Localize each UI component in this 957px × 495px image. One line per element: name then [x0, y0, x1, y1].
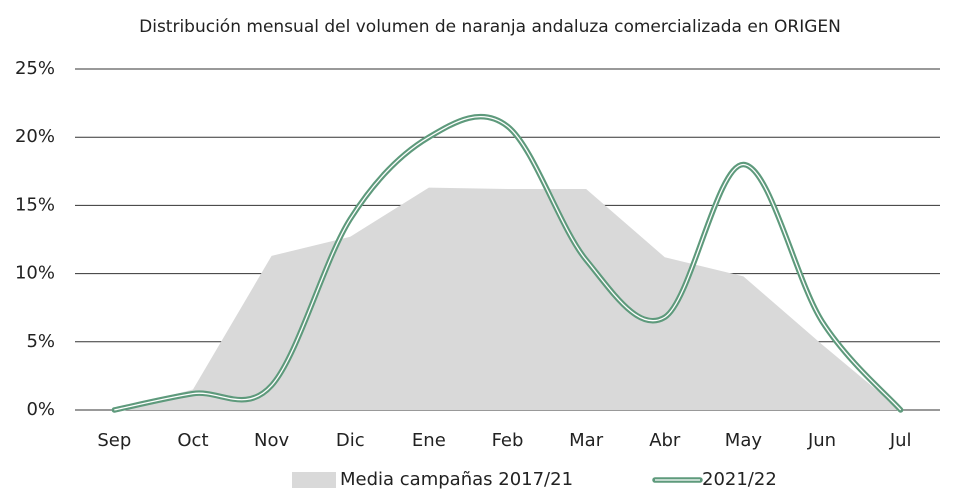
- x-tick-label: Jun: [807, 430, 836, 451]
- chart-title: Distribución mensual del volumen de nara…: [139, 17, 841, 37]
- x-tick-label: Feb: [492, 430, 524, 451]
- x-tick-label: Sep: [97, 430, 131, 451]
- y-tick-label: 5%: [26, 331, 55, 352]
- y-tick-label: 10%: [15, 263, 55, 284]
- x-tick-label: Nov: [254, 430, 289, 451]
- area: [114, 187, 901, 410]
- x-tick-label: Ene: [412, 430, 446, 451]
- line-inner: [114, 116, 902, 411]
- y-tick-label: 25%: [15, 58, 55, 79]
- x-tick-label: Dic: [336, 430, 365, 451]
- y-tick-label: 20%: [15, 126, 55, 147]
- x-tick-label: Abr: [649, 430, 681, 451]
- legend-label: 2021/22: [702, 469, 777, 490]
- legend-swatch: [292, 472, 336, 488]
- x-tick-label: May: [725, 430, 763, 451]
- legend-label: Media campañas 2017/21: [340, 469, 573, 490]
- y-tick-label: 15%: [15, 194, 55, 215]
- x-tick-label: Mar: [569, 430, 604, 451]
- x-tick-label: Oct: [177, 430, 208, 451]
- x-tick-label: Jul: [889, 430, 912, 451]
- y-tick-label: 0%: [26, 399, 55, 420]
